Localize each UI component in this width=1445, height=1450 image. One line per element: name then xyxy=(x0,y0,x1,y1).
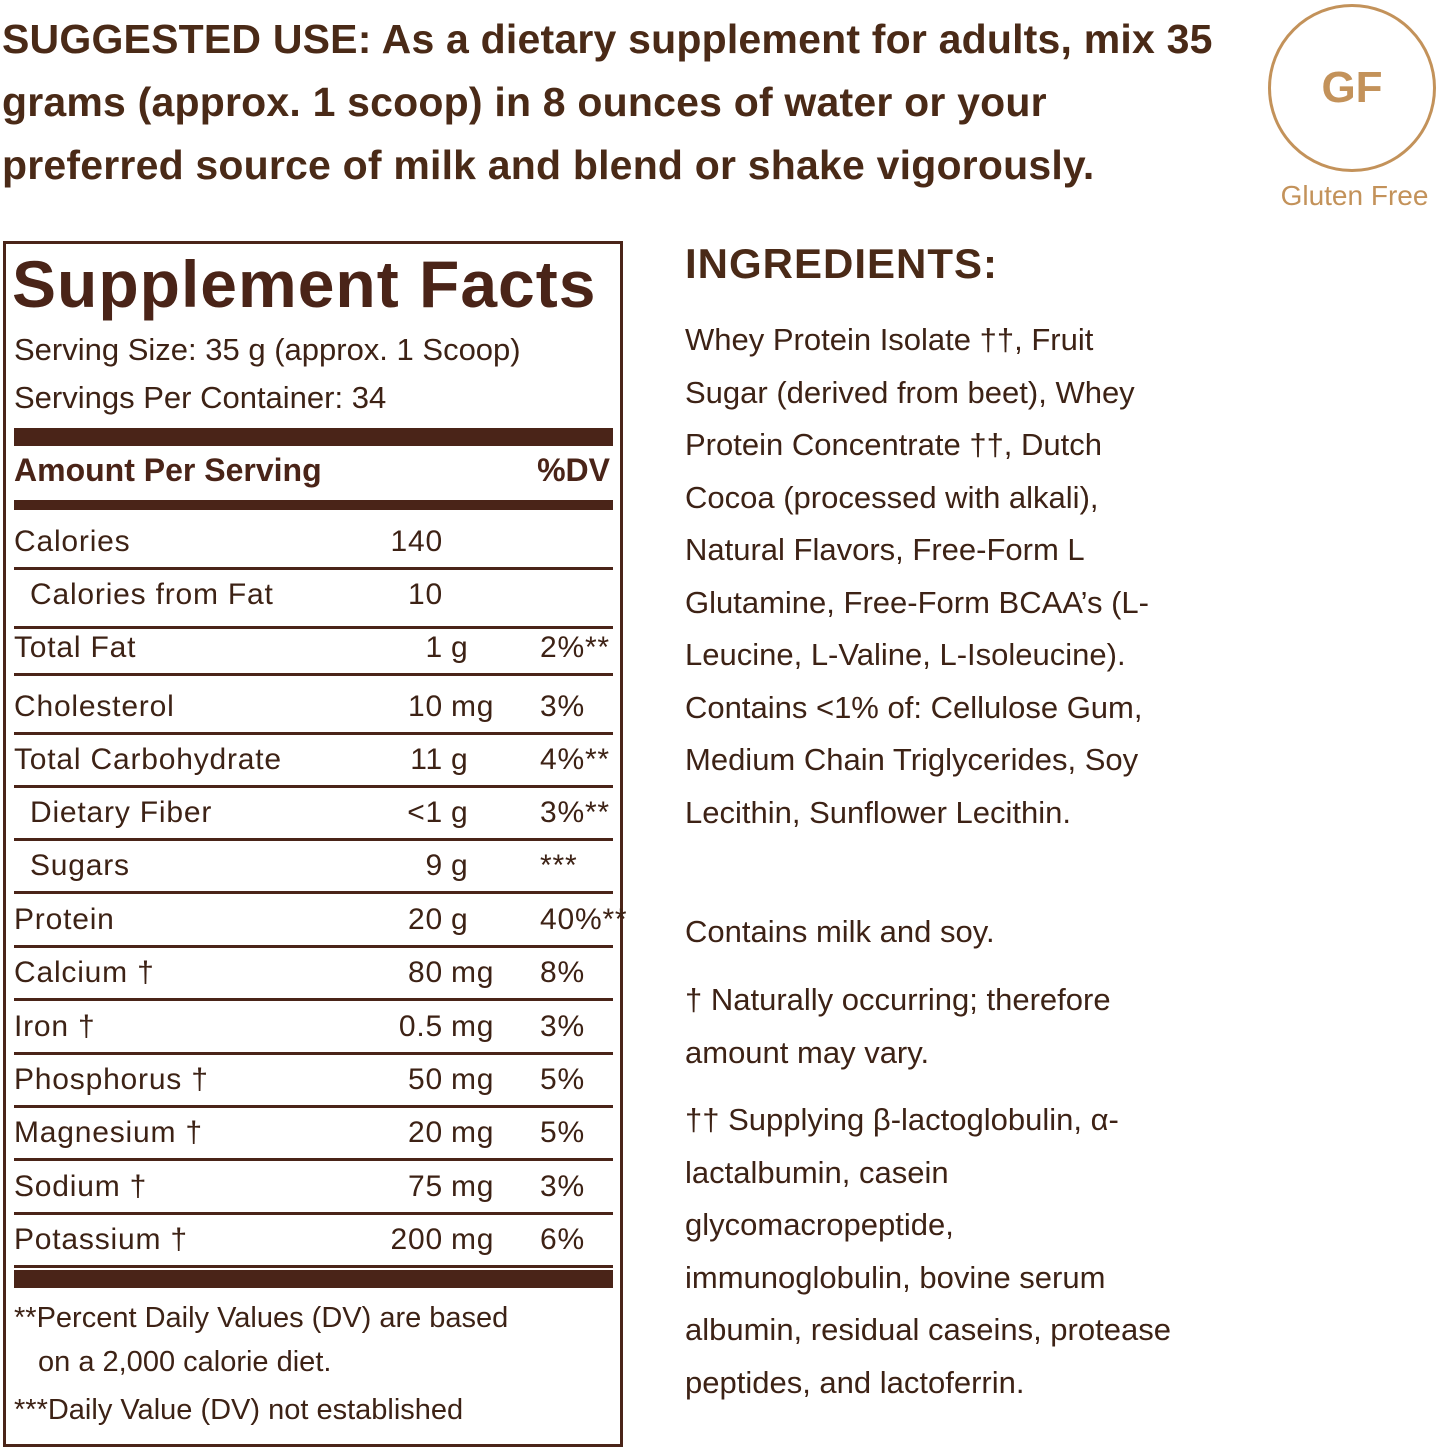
nutrient-row: Calcium † 80 mg 8% xyxy=(14,948,613,1001)
nutrient-row: Sodium † 75 mg 3% xyxy=(14,1162,613,1215)
nutrient-name: Cholesterol xyxy=(14,690,175,723)
nutrient-name: Total Carbohydrate xyxy=(14,743,282,776)
nutrient-amount: 1 xyxy=(425,631,443,664)
nutrient-amount: 50 xyxy=(408,1063,443,1096)
nutrient-unit: g xyxy=(451,743,469,776)
allergen-statement: Contains milk and soy. xyxy=(685,914,995,949)
nutrient-name: Total Fat xyxy=(14,631,137,664)
nutrient-unit: g xyxy=(451,796,469,829)
facts-title: Supplement Facts xyxy=(12,247,597,321)
nutrient-unit: g xyxy=(451,849,469,882)
nutrient-dv: 8% xyxy=(540,956,585,989)
divider-thick xyxy=(14,1270,613,1288)
nutrient-amount: 140 xyxy=(390,525,443,558)
nutrient-unit: mg xyxy=(451,690,495,723)
nutrient-row: Iron † 0.5 mg 3% xyxy=(14,1002,613,1055)
nutrient-row: Dietary Fiber <1 g 3%** xyxy=(14,788,613,841)
nutrient-amount: 80 xyxy=(408,956,443,989)
ingredients-heading: INGREDIENTS: xyxy=(685,240,999,287)
nutrient-dv: *** xyxy=(540,849,578,882)
nutrient-dv: 2%** xyxy=(540,631,610,664)
nutrient-name: Calories from Fat xyxy=(30,578,274,611)
nutrient-dv: 5% xyxy=(540,1116,585,1149)
nutrient-name: Sodium † xyxy=(14,1170,148,1203)
nutrient-unit: g xyxy=(451,631,469,664)
nutrient-unit: mg xyxy=(451,1063,495,1096)
servings-per-container: Servings Per Container: 34 xyxy=(14,380,387,415)
nutrient-name: Calcium † xyxy=(14,956,155,989)
nutrient-amount: 200 xyxy=(390,1223,443,1256)
nutrient-name: Calories xyxy=(14,525,131,558)
nutrient-unit: g xyxy=(451,903,469,936)
footnote-dv: **Percent Daily Values (DV) are based xyxy=(14,1302,509,1334)
nutrient-row: Total Carbohydrate 11 g 4%** xyxy=(14,735,613,788)
nutrient-row: Total Fat 1 g 2%** xyxy=(14,623,613,676)
nutrient-name: Dietary Fiber xyxy=(30,796,213,829)
nutrient-dv: 40%** xyxy=(540,903,628,936)
nutrient-row: Magnesium † 20 mg 5% xyxy=(14,1108,613,1161)
nutrient-amount: 11 xyxy=(410,743,443,776)
nutrient-row: Phosphorus † 50 mg 5% xyxy=(14,1055,613,1108)
serving-size: Serving Size: 35 g (approx. 1 Scoop) xyxy=(14,332,521,367)
gluten-free-label: Gluten Free xyxy=(1280,180,1429,211)
nutrient-dv: 4%** xyxy=(540,743,610,776)
nutrient-row: Calories 140 xyxy=(14,517,613,570)
nutrient-dv: 3% xyxy=(540,690,585,723)
nutrient-dv: 6% xyxy=(540,1223,585,1256)
gluten-free-badge-icon: GF xyxy=(1268,4,1436,172)
nutrient-name: Sugars xyxy=(30,849,130,882)
nutrient-dv: 5% xyxy=(540,1063,585,1096)
nutrient-name: Iron † xyxy=(14,1010,96,1043)
nutrient-amount: 10 xyxy=(408,690,443,723)
nutrient-name: Protein xyxy=(14,903,115,936)
nutrient-unit: mg xyxy=(451,956,495,989)
nutrient-unit: mg xyxy=(451,1223,495,1256)
nutrient-dv: 3% xyxy=(540,1010,585,1043)
ingredients-list: Whey Protein Isolate ††, Fruit Sugar (de… xyxy=(685,322,1149,830)
divider-medium xyxy=(14,500,613,510)
nutrient-amount: 75 xyxy=(408,1170,443,1203)
double-dagger-note: †† Supplying β-lactoglobulin, α-lactalbu… xyxy=(685,1102,1171,1400)
nutrient-row: Sugars 9 g *** xyxy=(14,841,613,894)
nutrient-row: Calories from Fat 10 xyxy=(14,570,613,629)
nutrient-dv: 3% xyxy=(540,1170,585,1203)
suggested-use-text: SUGGESTED USE: As a dietary supplement f… xyxy=(2,16,1213,188)
footnote-not-established: ***Daily Value (DV) not established xyxy=(14,1394,464,1426)
nutrient-dv: 3%** xyxy=(540,796,610,829)
nutrient-amount: 0.5 xyxy=(398,1010,443,1043)
nutrient-name: Magnesium † xyxy=(14,1116,203,1149)
nutrient-amount: 20 xyxy=(408,1116,443,1149)
nutrient-amount: 9 xyxy=(425,849,443,882)
amount-header: Amount Per Serving xyxy=(14,452,322,488)
nutrient-unit: mg xyxy=(451,1010,495,1043)
nutrient-name: Phosphorus † xyxy=(14,1063,209,1096)
footnote-dv-cont: on a 2,000 calorie diet. xyxy=(38,1346,332,1378)
dv-header: %DV xyxy=(537,452,610,488)
nutrient-unit: mg xyxy=(451,1116,495,1149)
nutrient-row: Potassium † 200 mg 6% xyxy=(14,1215,613,1268)
nutrient-unit: mg xyxy=(451,1170,495,1203)
nutrient-name: Potassium † xyxy=(14,1223,188,1256)
nutrient-row: Protein 20 g 40%** xyxy=(14,895,627,948)
nutrient-row: Cholesterol 10 mg 3% xyxy=(14,682,613,735)
supplement-facts-panel xyxy=(3,241,623,1447)
nutrient-amount: 10 xyxy=(408,578,443,611)
nutrient-amount: 20 xyxy=(408,903,443,936)
divider-thick xyxy=(14,428,613,446)
amount-header-row: Amount Per Serving %DV xyxy=(14,452,610,489)
nutrient-amount: <1 xyxy=(407,796,443,829)
dagger-note: † Naturally occurring; therefore amount … xyxy=(685,982,1111,1070)
